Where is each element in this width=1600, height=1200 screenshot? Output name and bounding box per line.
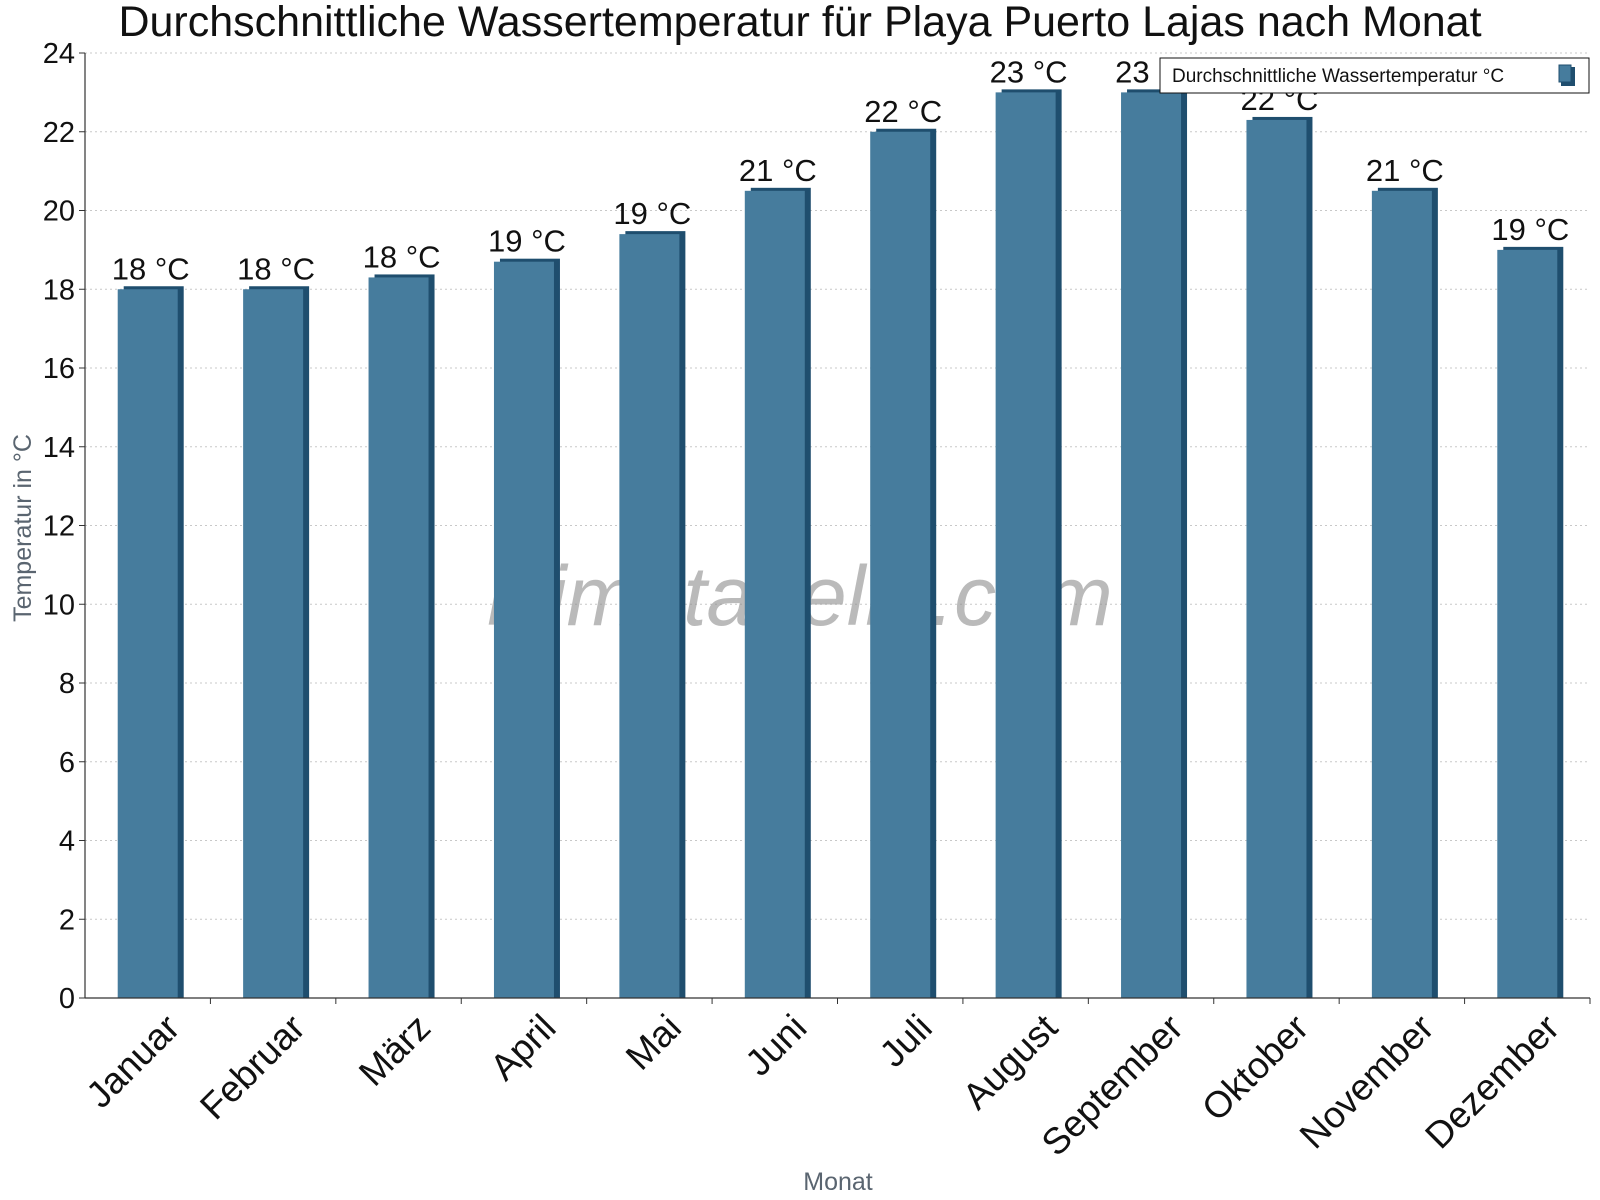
x-tick-label: April [482, 1007, 563, 1088]
x-tick-label: Dezember [1417, 1007, 1567, 1157]
legend: Durchschnittliche Wassertemperatur °C [1159, 57, 1590, 94]
data-label: 18 °C [363, 239, 441, 274]
x-tick-label: März [351, 1007, 438, 1094]
x-tick-label: Oktober [1194, 1007, 1316, 1129]
bar [995, 92, 1056, 998]
bar-november [1371, 187, 1438, 998]
y-tick-label: 24 [43, 38, 75, 70]
y-tick-label: 6 [59, 747, 75, 779]
data-label: 21 °C [1366, 153, 1444, 188]
y-tick-label: 20 [43, 196, 75, 228]
y-tick-label: 12 [43, 511, 75, 543]
data-label: 18 °C [112, 251, 190, 286]
data-label: 22 °C [864, 94, 942, 129]
y-tick-label: 18 [43, 274, 75, 306]
bars [117, 89, 1564, 998]
data-label: 21 °C [739, 153, 817, 188]
bar-märz [368, 274, 435, 998]
y-tick-label: 2 [59, 904, 75, 936]
bar [870, 131, 931, 998]
bar-september [1121, 89, 1188, 998]
y-tick-label: 14 [43, 432, 75, 464]
bar [744, 190, 805, 998]
x-tick-label: Januar [78, 1007, 187, 1116]
x-tick-label: November [1292, 1007, 1442, 1157]
bar [493, 261, 554, 998]
x-tick-label: Mai [618, 1007, 689, 1078]
x-tick-label: Februar [192, 1007, 313, 1128]
bar-april [493, 258, 560, 998]
y-tick-label: 10 [43, 589, 75, 621]
bar-dezember [1497, 246, 1564, 998]
bar [1246, 119, 1307, 998]
bar [619, 234, 680, 998]
bar [1371, 190, 1432, 998]
data-label: 23 °C [990, 54, 1068, 89]
x-tick-label: Juli [872, 1007, 940, 1075]
data-labels: 18 °C 18 °C 18 °C 19 °C 19 °C 21 °C 22 °C 23 °C… [112, 54, 1569, 286]
bar-juli [870, 128, 937, 998]
bar-februar [243, 286, 310, 998]
gridlines [85, 52, 1590, 920]
y-tick-label: 8 [59, 668, 75, 700]
bar [117, 289, 178, 998]
legend-swatch-icon [1558, 64, 1575, 86]
legend-label: Durchschnittliche Wassertemperatur °C [1172, 66, 1504, 87]
x-tick-label: Juni [737, 1007, 814, 1084]
bar-oktober [1246, 116, 1313, 998]
y-tick-label: 22 [43, 117, 75, 149]
bar [1121, 92, 1182, 998]
bar-juni [744, 187, 811, 998]
y-axis-title: Temperatur in °C [9, 434, 37, 622]
x-tick-label: August [955, 1006, 1066, 1117]
y-tick-label: 0 [59, 983, 75, 1015]
chart-title: Durchschnittliche Wassertemperatur für P… [118, 0, 1481, 46]
y-tick-label: 4 [59, 826, 75, 858]
bar-januar [117, 286, 184, 998]
y-tick-label: 16 [43, 353, 75, 385]
bar [1497, 249, 1558, 998]
data-label: 18 °C [237, 251, 315, 286]
legend-box [1159, 57, 1590, 94]
x-axis-title: Monat [803, 1168, 873, 1196]
bar [243, 289, 304, 998]
bar [368, 277, 429, 998]
data-label: 19 °C [613, 196, 691, 231]
bar-mai [619, 231, 686, 998]
bar-august [995, 89, 1062, 998]
data-label: 19 °C [1491, 212, 1569, 247]
data-label: 19 °C [488, 224, 566, 259]
